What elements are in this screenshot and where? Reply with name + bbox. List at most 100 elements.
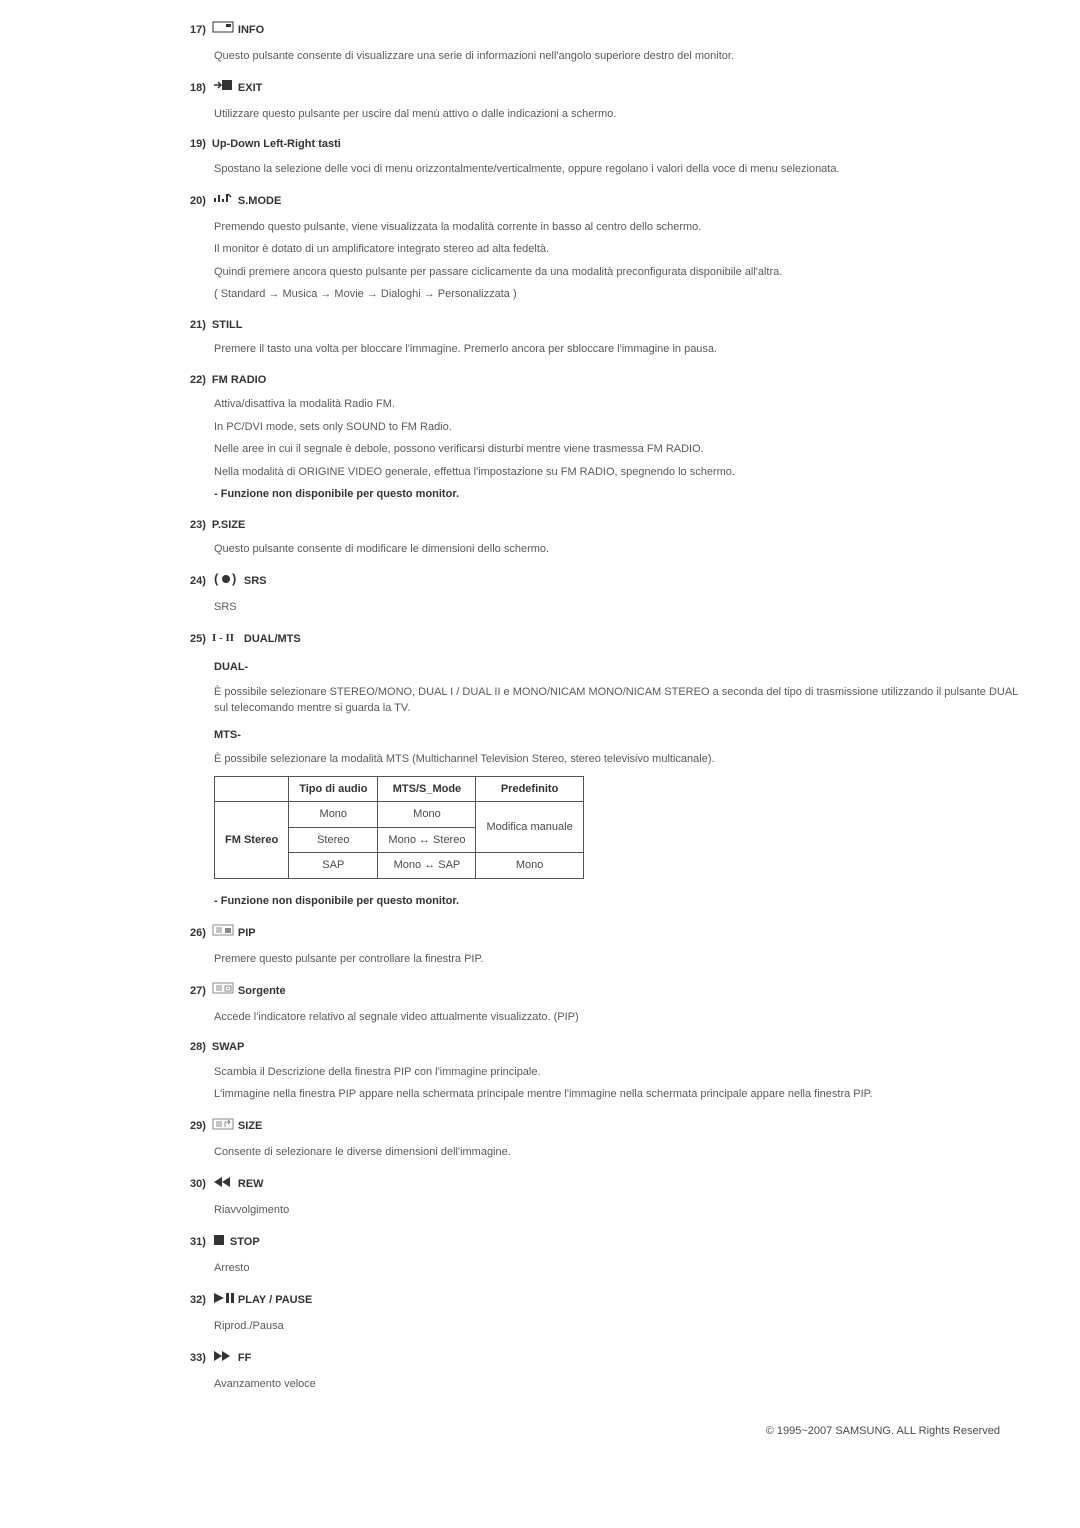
item-note: - Funzione non disponibile per questo mo…: [214, 486, 1020, 503]
item-number: 22): [190, 372, 206, 389]
item-number: 20): [190, 193, 206, 210]
item-number: 28): [190, 1039, 206, 1056]
item-number: 17): [190, 22, 206, 39]
item-header: 17) INFO: [190, 20, 1020, 40]
item-header: 18) EXIT: [190, 78, 1020, 98]
manual-item: 24) () SRS SRS: [190, 572, 1020, 616]
rew-icon: [212, 1175, 234, 1195]
item-title: FM RADIO: [212, 372, 266, 389]
item-desc: È possibile selezionare STEREO/MONO, DUA…: [214, 684, 1020, 717]
item-number: 33): [190, 1350, 206, 1367]
item-title: INFO: [238, 22, 264, 39]
item-desc: Utilizzare questo pulsante per uscire da…: [214, 106, 1020, 123]
svg-text:(: (: [214, 572, 219, 586]
item-title: S.MODE: [238, 193, 281, 210]
manual-item: 19) Up-Down Left-Right tasti Spostano la…: [190, 136, 1020, 177]
item-header: 22) FM RADIO: [190, 372, 1020, 389]
item-number: 19): [190, 136, 206, 153]
item-desc: Premere il tasto una volta per bloccare …: [214, 341, 1020, 358]
item-desc: Nelle aree in cui il segnale è debole, p…: [214, 441, 1020, 458]
item-desc: Accede l'indicatore relativo al segnale …: [214, 1009, 1020, 1026]
svg-text:): ): [232, 572, 236, 586]
ff-icon: [212, 1349, 234, 1369]
table-cell: Mono: [289, 802, 378, 828]
item-header: 29) SIZE: [190, 1117, 1020, 1137]
table-cell: Mono: [378, 802, 476, 828]
item-number: 29): [190, 1118, 206, 1135]
item-number: 32): [190, 1292, 206, 1309]
item-number: 26): [190, 925, 206, 942]
sorgente-icon: [212, 981, 234, 1001]
item-desc: Scambia il Descrizione della finestra PI…: [214, 1064, 1020, 1081]
stop-icon: [212, 1233, 226, 1253]
svg-text:I - II: I - II: [212, 632, 234, 644]
manual-item: 30) REW Riavvolgimento: [190, 1175, 1020, 1219]
item-number: 21): [190, 317, 206, 334]
mts-table: Tipo di audioMTS/S_ModePredefinitoFM Ste…: [214, 776, 584, 879]
item-header: 19) Up-Down Left-Right tasti: [190, 136, 1020, 153]
manual-item: 29) SIZE Consente di selezionare le dive…: [190, 1117, 1020, 1161]
item-header: 33) FF: [190, 1349, 1020, 1369]
manual-item: 22) FM RADIO Attiva/disattiva la modalit…: [190, 372, 1020, 503]
manual-item: 25) I - II DUAL/MTS DUAL- È possibile sel…: [190, 630, 1020, 910]
info-icon: [212, 20, 234, 40]
sub-heading: DUAL-: [214, 659, 1020, 676]
item-header: 21) STILL: [190, 317, 1020, 334]
item-title: SWAP: [212, 1039, 244, 1056]
item-desc: Premendo questo pulsante, viene visualiz…: [214, 219, 1020, 236]
item-desc: Attiva/disattiva la modalità Radio FM.: [214, 396, 1020, 413]
item-header: 27) Sorgente: [190, 981, 1020, 1001]
table-cell: Mono ↔ Stereo: [378, 827, 476, 853]
item-title: STOP: [230, 1234, 260, 1251]
manual-item: 21) STILL Premere il tasto una volta per…: [190, 317, 1020, 358]
item-title: STILL: [212, 317, 243, 334]
table-cell: Mono ↔ SAP: [378, 853, 476, 879]
item-header: 31) STOP: [190, 1233, 1020, 1253]
manual-item: 23) P.SIZE Questo pulsante consente di m…: [190, 517, 1020, 558]
item-desc: Spostano la selezione delle voci di menu…: [214, 161, 1020, 178]
sub-heading: MTS-: [214, 727, 1020, 744]
item-header: 25) I - II DUAL/MTS: [190, 630, 1020, 650]
table-header: Predefinito: [476, 776, 583, 802]
item-title: EXIT: [238, 80, 262, 97]
item-number: 27): [190, 983, 206, 1000]
item-header: 23) P.SIZE: [190, 517, 1020, 534]
item-note: - Funzione non disponibile per questo mo…: [214, 893, 1020, 910]
item-title: PIP: [238, 925, 256, 942]
item-desc: Questo pulsante consente di modificare l…: [214, 541, 1020, 558]
item-title: P.SIZE: [212, 517, 245, 534]
table-cell: SAP: [289, 853, 378, 879]
item-desc: Nella modalità di ORIGINE VIDEO generale…: [214, 464, 1020, 481]
item-desc: Questo pulsante consente di visualizzare…: [214, 48, 1020, 65]
manual-item: 31) STOP Arresto: [190, 1233, 1020, 1277]
item-header: 30) REW: [190, 1175, 1020, 1195]
item-desc: Avanzamento veloce: [214, 1376, 1020, 1393]
table-header: MTS/S_Mode: [378, 776, 476, 802]
item-title: REW: [238, 1176, 264, 1193]
item-desc: Consente di selezionare le diverse dimen…: [214, 1144, 1020, 1161]
footer-copyright: © 1995~2007 SAMSUNG. ALL Rights Reserved: [190, 1423, 1020, 1440]
item-number: 18): [190, 80, 206, 97]
dual-icon: I - II: [212, 630, 240, 650]
item-header: 26) PIP: [190, 923, 1020, 943]
item-desc: In PC/DVI mode, sets only SOUND to FM Ra…: [214, 419, 1020, 436]
table-cell: Stereo: [289, 827, 378, 853]
item-desc: Riavvolgimento: [214, 1202, 1020, 1219]
manual-item: 18) EXIT Utilizzare questo pulsante per …: [190, 78, 1020, 122]
item-desc: Il monitor è dotato di un amplificatore …: [214, 241, 1020, 258]
smode-icon: [212, 191, 234, 211]
manual-item: 26) PIP Premere questo pulsante per cont…: [190, 923, 1020, 967]
item-desc: SRS: [214, 599, 1020, 616]
manual-item: 20) S.MODE Premendo questo pulsante, vie…: [190, 191, 1020, 303]
item-header: 20) S.MODE: [190, 191, 1020, 211]
manual-item: 33) FF Avanzamento veloce: [190, 1349, 1020, 1393]
item-title: Up-Down Left-Right tasti: [212, 136, 341, 153]
item-desc: L'immagine nella finestra PIP appare nel…: [214, 1086, 1020, 1103]
item-number: 25): [190, 631, 206, 648]
table-cell: Mono: [476, 853, 583, 879]
item-title: FF: [238, 1350, 251, 1367]
item-desc: ( Standard → Musica → Movie → Dialoghi →…: [214, 286, 1020, 303]
srs-icon: (): [212, 572, 240, 592]
item-header: 32) PLAY / PAUSE: [190, 1291, 1020, 1311]
table-header: [215, 776, 289, 802]
